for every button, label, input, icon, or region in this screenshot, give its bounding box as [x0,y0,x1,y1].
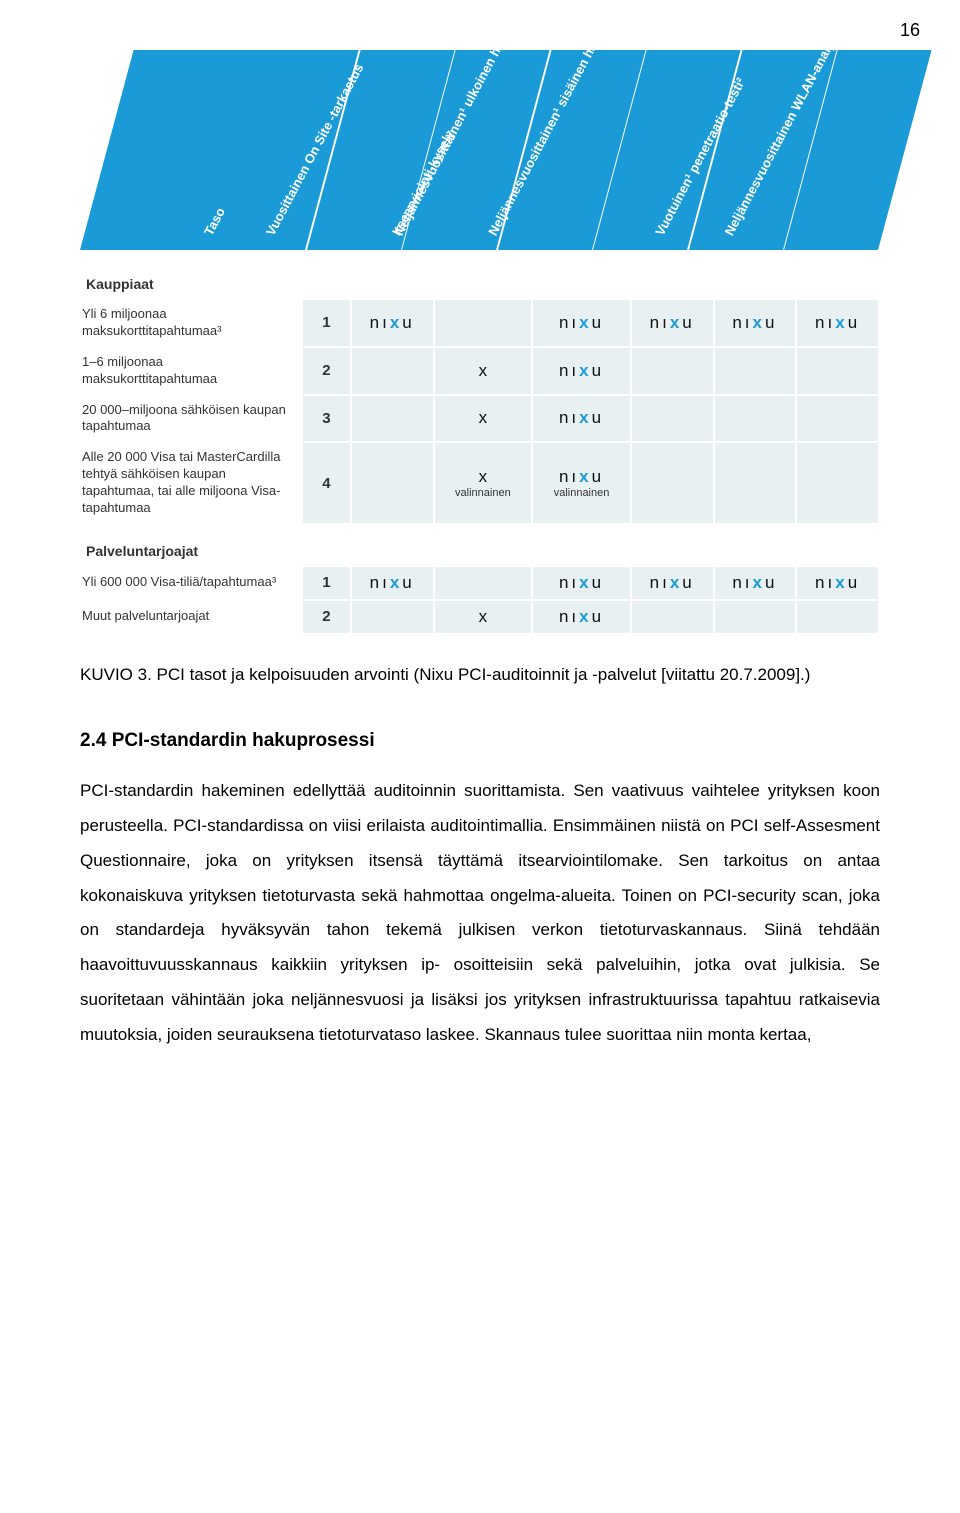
figure-table: TasoVuosittainen On Site -tarkastusItsea… [80,50,880,635]
row-desc: Alle 20 000 Visa tai MasterCardilla teht… [82,443,301,523]
table-row: Muut palveluntarjoajat2 x nıxu [82,601,878,633]
nixu-mark: nıxu [559,467,604,486]
row-cell: nıxu [797,300,878,346]
row-cell: nıxu [352,567,433,599]
row-cell [352,443,433,523]
data-table: KauppiaatYli 6 miljoonaa maksukorttitapa… [80,256,880,635]
row-cell [797,396,878,442]
nixu-mark: nıxu [559,408,604,427]
row-cell [797,443,878,523]
table-row: Alle 20 000 Visa tai MasterCardilla teht… [82,443,878,523]
row-cell [435,567,532,599]
nixu-mark: nıxu [559,573,604,592]
nixu-mark: nıxu [815,313,860,332]
row-cell: nıxu [533,348,630,394]
row-cell: x [435,396,532,442]
row-cell: nıxu [797,567,878,599]
row-cell: nıxu [533,567,630,599]
row-cell [632,348,713,394]
section-title: Palveluntarjoajat [82,525,878,565]
nixu-mark: nıxu [559,607,604,626]
row-desc: 20 000–miljoona sähköisen kaupan tapahtu… [82,396,301,442]
figure-caption: KUVIO 3. PCI tasot ja kelpoisuuden arvoi… [80,661,880,688]
nixu-mark: nıxu [559,313,604,332]
nixu-mark: nıxu [559,361,604,380]
nixu-mark: nıxu [815,573,860,592]
row-cell: nıxuvalinnainen [533,443,630,523]
row-desc: Muut palveluntarjoajat [82,601,301,633]
body-paragraph: PCI-standardin hakeminen edellyttää audi… [80,774,880,1053]
nixu-mark: nıxu [650,313,695,332]
row-cell: nıxu [352,300,433,346]
row-cell [715,601,796,633]
row-cell [352,601,433,633]
section-title: Kauppiaat [82,258,878,298]
row-cell: nıxu [533,396,630,442]
row-level: 1 [303,300,350,346]
row-cell [715,396,796,442]
nixu-mark: nıxu [732,313,777,332]
row-cell: nıxu [715,300,796,346]
x-mark: x [479,408,488,427]
nixu-mark: nıxu [370,313,415,332]
optional-note: valinnainen [439,487,528,499]
x-mark: x [479,467,488,486]
header-cell: Vuosittainen On Site -tarkastus [307,50,403,250]
row-level: 1 [303,567,350,599]
row-cell [435,300,532,346]
row-level: 2 [303,348,350,394]
row-level: 2 [303,601,350,633]
nixu-mark: nıxu [732,573,777,592]
table-row: Yli 6 miljoonaa maksukorttitapahtumaa³1 n… [82,300,878,346]
row-cell: x [435,601,532,633]
section-heading: 2.4 PCI-standardin hakuprosessi [80,730,880,752]
row-cell [715,348,796,394]
x-mark: x [479,607,488,626]
table-header-row: TasoVuosittainen On Site -tarkastusItsea… [80,50,880,250]
x-mark: x [479,361,488,380]
row-desc: Yli 6 miljoonaa maksukorttitapahtumaa³ [82,300,301,346]
row-cell [715,443,796,523]
row-desc: Yli 600 000 Visa-tiliä/tapahtumaa³ [82,567,301,599]
header-cell: Neljännesvuosittainen WLAN-analyysi² [784,50,880,250]
row-cell: nıxu [632,567,713,599]
row-cell: nıxu [533,300,630,346]
row-desc: 1–6 miljoonaa maksukorttitapahtumaa [82,348,301,394]
row-cell [797,601,878,633]
table-row: Yli 600 000 Visa-tiliä/tapahtumaa³1 nıxu n… [82,567,878,599]
row-cell: nıxu [533,601,630,633]
table-row: 20 000–miljoona sähköisen kaupan tapahtu… [82,396,878,442]
nixu-mark: nıxu [650,573,695,592]
row-level: 4 [303,443,350,523]
optional-note: valinnainen [537,487,626,499]
nixu-mark: nıxu [370,573,415,592]
row-cell [632,601,713,633]
row-cell: nıxu [632,300,713,346]
row-cell [632,396,713,442]
page-number: 16 [900,20,920,41]
row-cell [352,396,433,442]
row-cell [797,348,878,394]
row-level: 3 [303,396,350,442]
table-row: 1–6 miljoonaa maksukorttitapahtumaa2 x nıx… [82,348,878,394]
row-cell: nıxu [715,567,796,599]
row-cell [352,348,433,394]
row-cell: x [435,348,532,394]
row-cell: xvalinnainen [435,443,532,523]
row-cell [632,443,713,523]
